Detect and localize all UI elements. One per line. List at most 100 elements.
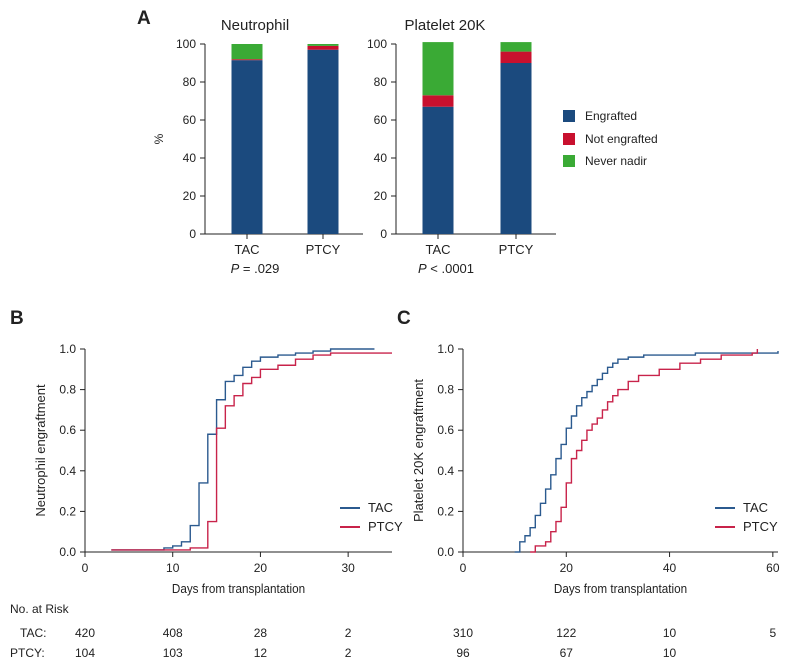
platelet-curve-x-tick-label: 60: [766, 561, 780, 575]
platelet-bar-never-nadir: [500, 42, 532, 52]
platelet-bar-engrafted: [500, 63, 532, 234]
neutrophil-y-axis-label: %: [152, 133, 166, 144]
platelet-bar-not-engrafted: [500, 51, 532, 63]
platelet-y-tick-label: 0: [380, 227, 387, 241]
legend-not-engrafted: Not engrafted: [563, 132, 658, 146]
risk-cell-tac: 2: [344, 626, 352, 640]
neutrophil-curve-x-tick-label: 30: [341, 561, 355, 575]
panel-label-b: B: [10, 308, 24, 329]
platelet-curve-y-tick-label: 0.2: [437, 504, 454, 518]
neutrophil-p-value: P = .029: [230, 261, 280, 276]
risk-row-label-ptcy: PTCY:: [10, 646, 45, 660]
neutrophil-bar-not-engrafted: [231, 59, 263, 61]
neutrophil-curve-y-tick-label: 0.4: [59, 464, 76, 478]
platelet-curve-y-tick-label: 0.0: [437, 545, 454, 559]
neutrophil-curve-y-tick-label: 0.2: [59, 504, 76, 518]
legend-c-ptcy-label: PTCY: [743, 519, 778, 534]
legend-not-engrafted-swatch: [563, 133, 575, 145]
legend-b-tac-label: TAC: [368, 500, 394, 515]
legend-b-ptcy: PTCY: [340, 519, 403, 534]
platelet-bar-engrafted: [422, 106, 454, 234]
risk-cell-tac: 408: [162, 626, 183, 640]
panel-label-a: A: [137, 8, 151, 29]
platelet-y-tick-label: 80: [374, 75, 388, 89]
risk-cell-ptcy: 104: [74, 646, 96, 660]
platelet-curve-y-tick-label: 0.6: [437, 423, 454, 437]
neutrophil-y-tick-label: 80: [183, 75, 197, 89]
neutrophil-bar-engrafted: [307, 49, 339, 235]
neutrophil-curve-y-tick-label: 1.0: [59, 342, 76, 356]
neutrophil-y-tick-label: 0: [189, 227, 196, 241]
platelet-curve-y-tick-label: 0.4: [437, 464, 454, 478]
platelet-curve-ptcy-line: [530, 349, 759, 553]
legend-c-ptcy: PTCY: [715, 519, 778, 534]
neutrophil-bar-never-nadir: [231, 44, 263, 60]
legend-b-tac-line: [340, 506, 360, 509]
neutrophil-y-tick-label: 60: [183, 113, 197, 127]
platelet-y-tick-label: 60: [374, 113, 388, 127]
risk-cell-ptcy: 2: [344, 646, 352, 660]
legend-not-engrafted-label: Not engrafted: [585, 132, 658, 146]
legend-b-tac: TAC: [340, 500, 393, 515]
neutrophil-y-tick-label: 20: [183, 189, 197, 203]
legend-engrafted-swatch: [563, 110, 575, 122]
platelet-curve-y-tick-label: 0.8: [437, 383, 454, 397]
legend-never-nadir: Never nadir: [563, 154, 647, 168]
platelet-curve-y-tick-label: 1.0: [437, 342, 454, 356]
neutrophil-curve-ptcy-line: [111, 352, 392, 551]
platelet-x-tick-label: TAC: [425, 242, 450, 257]
neutrophil-curve-y-tick-label: 0.0: [59, 545, 76, 559]
neutrophil-curve-tac-line: [111, 348, 375, 551]
risk-cell-ptcy: 103: [162, 646, 183, 660]
neutrophil-curve-y-tick-label: 0.8: [59, 383, 76, 397]
platelet-curve-x-axis-label: Days from transplantation: [554, 581, 687, 596]
neutrophil-curve-x-axis-label: Days from transplantation: [172, 581, 305, 596]
risk-row-label-tac: TAC:: [20, 626, 47, 640]
neutrophil-bar-never-nadir: [307, 44, 339, 46]
platelet-curve-x-tick-label: 40: [663, 561, 677, 575]
legend-never-nadir-label: Never nadir: [585, 154, 648, 168]
risk-cell-tac: 122: [556, 626, 577, 640]
risk-cell-tac: 420: [74, 626, 96, 640]
risk-cell-ptcy: 10: [662, 646, 677, 660]
neutrophil-y-tick-label: 100: [176, 37, 196, 51]
neutrophil-curve-x-tick-label: 20: [254, 561, 268, 575]
legend-b-ptcy-line: [340, 525, 360, 528]
legend-c-tac-label: TAC: [743, 500, 769, 515]
platelet-curve-x-tick-label: 0: [460, 561, 467, 575]
legend-c-ptcy-line: [715, 525, 735, 528]
platelet-bar-never-nadir: [422, 42, 454, 96]
platelet-p-value: P < .0001: [417, 261, 475, 276]
neutrophil-x-tick-label: TAC: [234, 242, 259, 257]
risk-cell-ptcy: 96: [456, 646, 470, 660]
legend-engrafted: Engrafted: [563, 109, 637, 123]
risk-table-title: No. at Risk: [10, 602, 69, 616]
platelet-curve-y-axis-label: Platelet 20K engraftment: [411, 379, 426, 522]
neutrophil-bar-not-engrafted: [307, 45, 339, 50]
risk-cell-tac: 28: [253, 626, 268, 640]
risk-cell-tac: 310: [452, 626, 474, 640]
neutrophil-x-tick-label: PTCY: [306, 242, 341, 257]
platelet-y-tick-label: 100: [367, 37, 387, 51]
panel-label-c: C: [397, 308, 411, 329]
legend-engrafted-label: Engrafted: [585, 109, 638, 123]
neutrophil-bar-title: Neutrophil: [220, 17, 290, 34]
platelet-bar-title: Platelet 20K: [404, 17, 486, 34]
legend-never-nadir-swatch: [563, 155, 575, 167]
platelet-y-tick-label: 20: [374, 189, 388, 203]
risk-cell-ptcy: 67: [559, 646, 573, 660]
platelet-curve-x-tick-label: 20: [560, 561, 574, 575]
platelet-curve-tac-line: [514, 351, 779, 553]
platelet-y-tick-label: 40: [374, 151, 388, 165]
risk-cell-ptcy: 12: [253, 646, 268, 660]
legend-c-tac-line: [715, 506, 735, 509]
neutrophil-bar-engrafted: [231, 60, 263, 235]
neutrophil-curve-y-tick-label: 0.6: [59, 423, 76, 437]
legend-b-ptcy-label: PTCY: [368, 519, 403, 534]
neutrophil-curve-y-axis-label: Neutrophil engraftment: [33, 384, 48, 517]
legend-c-tac: TAC: [715, 500, 768, 515]
risk-cell-tac: 5: [769, 626, 777, 640]
neutrophil-curve-x-tick-label: 0: [82, 561, 89, 575]
risk-cell-tac: 10: [662, 626, 677, 640]
